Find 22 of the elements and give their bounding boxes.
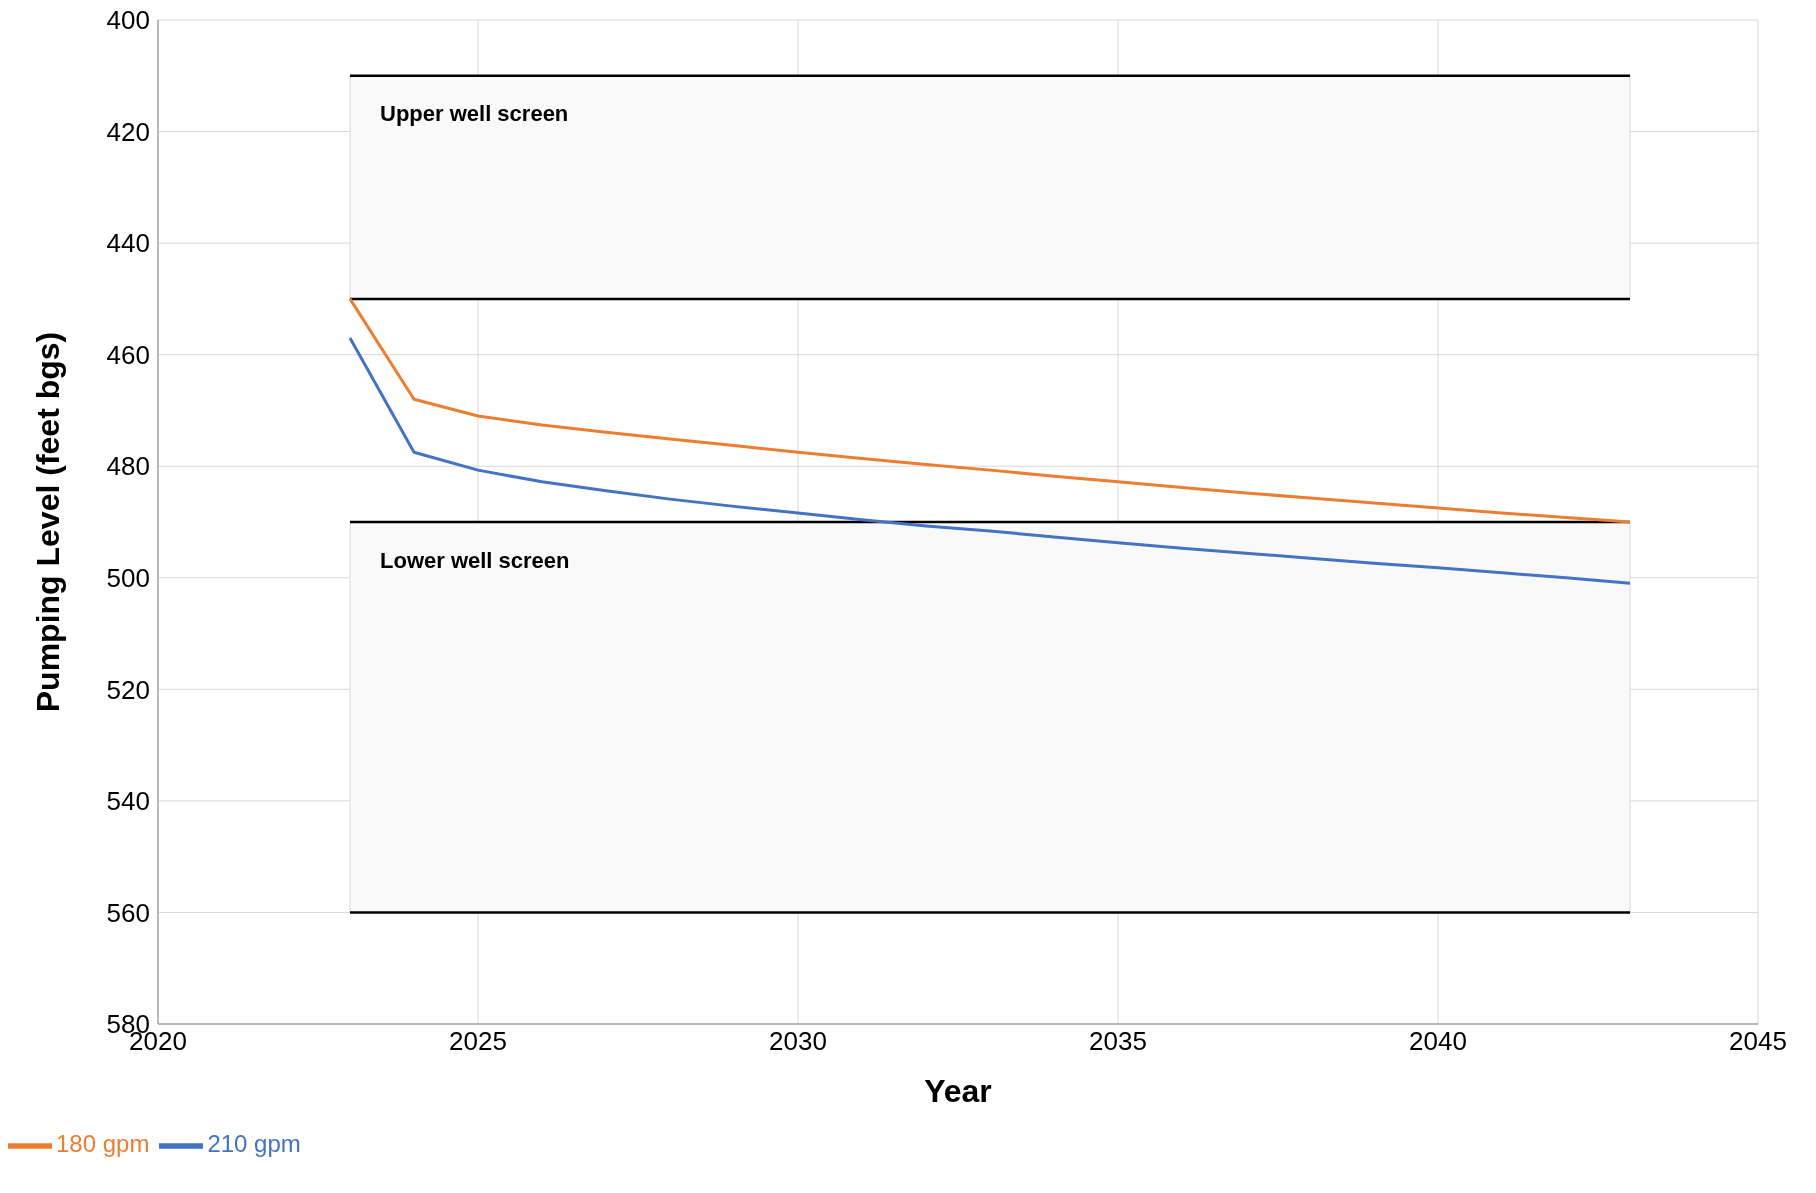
y-tick-label: 400 — [106, 5, 150, 36]
y-tick-label: 440 — [106, 228, 150, 259]
y-tick-label: 480 — [106, 451, 150, 482]
x-tick-label: 2025 — [449, 1026, 507, 1057]
band-label: Lower well screen — [380, 547, 570, 573]
x-tick-label: 2045 — [1729, 1026, 1787, 1057]
y-tick-label: 540 — [106, 786, 150, 817]
line-series — [348, 336, 1632, 585]
x-tick-label: 2030 — [769, 1026, 827, 1057]
y-tick-label: 520 — [106, 674, 150, 705]
line-series — [348, 297, 1632, 524]
y-tick-label: 420 — [106, 116, 150, 147]
band-label: Upper well screen — [380, 101, 569, 127]
legend-label: 180 gpm — [56, 1130, 150, 1158]
x-tick-label: 2035 — [1089, 1026, 1147, 1057]
y-axis-title: Pumping Level (feet bgs) — [30, 331, 67, 713]
legend-label: 210 gpm — [207, 1130, 301, 1158]
y-tick-label: 460 — [106, 339, 150, 370]
y-tick-label: 500 — [106, 563, 150, 594]
y-tick-label: 560 — [106, 897, 150, 928]
x-tick-label: 2040 — [1409, 1026, 1467, 1057]
x-axis-title: Year — [924, 1073, 992, 1109]
